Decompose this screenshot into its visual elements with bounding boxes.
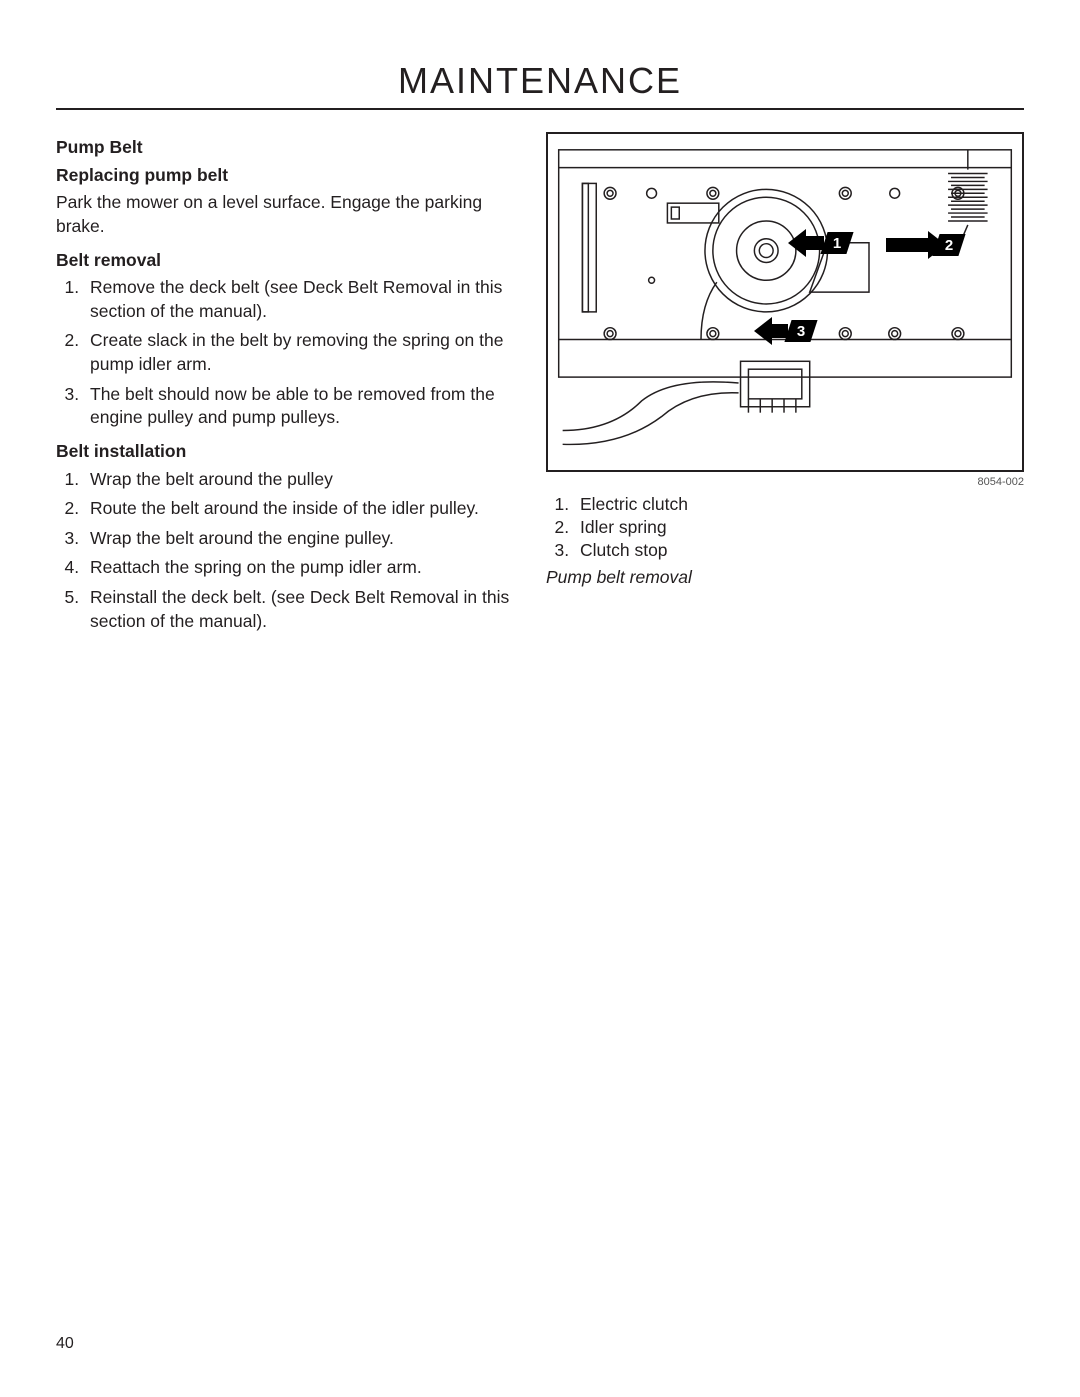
- figure-legend: Electric clutch Idler spring Clutch stop: [546, 494, 1024, 561]
- heading-replacing: Replacing pump belt: [56, 164, 526, 188]
- right-column: 1 2 3 8054-002 Electric clutch Idler spr…: [546, 132, 1024, 643]
- list-item: The belt should now be able to be remove…: [84, 383, 526, 430]
- page-title: MAINTENANCE: [398, 60, 682, 101]
- left-column: Pump Belt Replacing pump belt Park the m…: [56, 132, 526, 643]
- page-number: 40: [56, 1335, 74, 1353]
- list-item: Remove the deck belt (see Deck Belt Remo…: [84, 276, 526, 323]
- list-item: Idler spring: [574, 517, 1024, 538]
- list-item: Reinstall the deck belt. (see Deck Belt …: [84, 586, 526, 633]
- figure-code: 8054-002: [546, 476, 1024, 488]
- list-item: Wrap the belt around the engine pulley.: [84, 527, 526, 551]
- list-item: Reattach the spring on the pump idler ar…: [84, 556, 526, 580]
- heading-belt-install: Belt installation: [56, 440, 526, 464]
- manual-page: MAINTENANCE Pump Belt Replacing pump bel…: [0, 0, 1080, 1397]
- arrow-icon: [804, 236, 824, 250]
- heading-pump-belt: Pump Belt: [56, 136, 526, 160]
- intro-paragraph: Park the mower on a level surface. Engag…: [56, 191, 526, 238]
- title-rule: MAINTENANCE: [56, 60, 1024, 110]
- figure-pump-belt-removal: 1 2 3: [546, 132, 1024, 472]
- list-item: Wrap the belt around the pulley: [84, 468, 526, 492]
- two-column-layout: Pump Belt Replacing pump belt Park the m…: [56, 132, 1024, 643]
- arrow-icon: [886, 238, 930, 252]
- install-steps-list: Wrap the belt around the pulley Route th…: [56, 468, 526, 634]
- list-item: Create slack in the belt by removing the…: [84, 329, 526, 376]
- list-item: Route the belt around the inside of the …: [84, 497, 526, 521]
- arrow-icon: [770, 324, 788, 338]
- list-item: Clutch stop: [574, 540, 1024, 561]
- heading-belt-removal: Belt removal: [56, 249, 526, 273]
- figure-caption: Pump belt removal: [546, 567, 1024, 588]
- list-item: Electric clutch: [574, 494, 1024, 515]
- schematic-svg: [548, 134, 1022, 470]
- removal-steps-list: Remove the deck belt (see Deck Belt Remo…: [56, 276, 526, 430]
